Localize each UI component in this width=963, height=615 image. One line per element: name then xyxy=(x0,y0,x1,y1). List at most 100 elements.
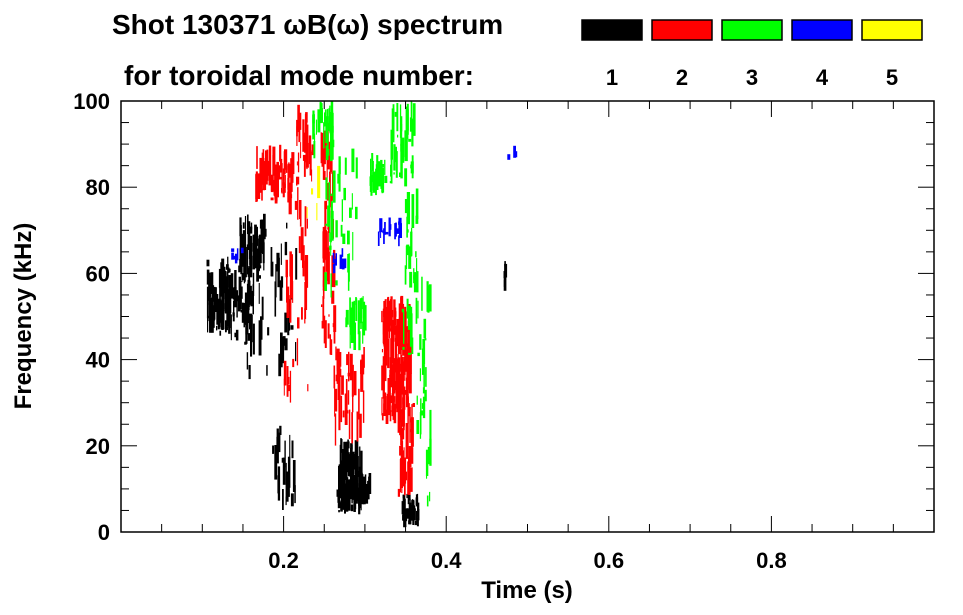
spectrum-mark xyxy=(224,289,228,312)
spectrum-mark xyxy=(394,111,398,117)
spectrum-mark xyxy=(415,215,419,224)
spectrum-mark xyxy=(223,266,226,293)
spectrum-mark xyxy=(267,160,270,176)
spectrum-mark xyxy=(338,395,341,431)
spectrum-mark xyxy=(270,174,274,191)
axes: 0.2 0.4 0.6 0.8 0 20 40 60 80 100 xyxy=(73,89,934,573)
spectrum-mark xyxy=(281,163,283,194)
mode-1-activity xyxy=(357,472,372,506)
x-tick-label: 0.6 xyxy=(594,548,625,573)
spectrum-mark xyxy=(401,356,404,386)
spectrum-mark xyxy=(382,173,385,193)
spectrum-mark xyxy=(259,265,262,269)
spectrum-mark xyxy=(409,494,411,501)
spectrum-mark xyxy=(297,152,300,173)
spectrum-mark xyxy=(352,390,354,413)
spectrum-mark xyxy=(283,360,287,386)
spectrum-mark xyxy=(277,257,280,288)
spectrum-mark xyxy=(304,260,307,281)
spectrum-mark xyxy=(328,182,331,216)
spectrum-mark xyxy=(332,323,335,328)
spectrum-mark xyxy=(341,248,344,257)
spectrum-mark xyxy=(343,450,346,476)
spectrum-mark xyxy=(349,297,351,328)
spectrum-mark xyxy=(382,356,386,370)
spectrum-mark xyxy=(326,189,330,201)
spectrum-mark xyxy=(389,224,392,230)
spectrum-mark xyxy=(343,187,346,201)
spectrum-mark xyxy=(228,267,230,273)
spectrum-mark xyxy=(361,354,365,375)
spectrum-mark xyxy=(250,222,253,230)
spectrum-mark xyxy=(405,423,409,459)
spectrum-mark xyxy=(402,494,406,502)
spectrum-mark xyxy=(401,408,403,428)
spectrum-mark xyxy=(354,440,357,455)
spectrum-mark xyxy=(513,145,516,158)
spectrum-mark xyxy=(350,444,353,450)
spectrum-mark xyxy=(361,478,364,489)
spectrum-mark xyxy=(289,370,292,403)
spectrum-mark xyxy=(297,187,299,220)
spectrum-mark xyxy=(404,168,408,187)
spectrum-mark xyxy=(235,329,239,341)
spectrum-mark xyxy=(341,439,343,469)
spectrum-mark xyxy=(349,313,351,349)
spectrum-mark xyxy=(387,338,390,369)
spectrum-mark xyxy=(380,168,383,189)
spectrum-mark xyxy=(330,193,333,197)
spectrum-mark xyxy=(239,296,242,310)
spectrum-mark xyxy=(256,258,259,282)
spectrum-mark xyxy=(286,471,289,502)
spectrum-mark xyxy=(317,165,321,199)
spectrum-mark xyxy=(330,339,333,355)
spectrum-mark xyxy=(232,255,237,260)
spectrum-mark xyxy=(265,150,268,185)
spectrum-mark xyxy=(384,316,386,319)
spectrum-mark xyxy=(425,367,427,387)
spectrum-mark xyxy=(322,147,325,180)
spectrum-mark xyxy=(381,188,383,193)
spectrum-mark xyxy=(287,384,291,392)
spectrum-mark xyxy=(407,364,409,395)
spectrum-mark xyxy=(356,440,359,473)
spectrum-mark xyxy=(343,493,347,511)
spectrum-mark xyxy=(332,170,336,203)
spectrum-mark xyxy=(404,306,407,328)
spectrum-mark xyxy=(413,272,417,293)
spectrum-mark xyxy=(407,403,410,417)
spectrum-mark xyxy=(355,206,358,220)
spectrum-mark xyxy=(277,475,280,494)
spectrum-mark xyxy=(337,502,341,509)
spectrum-mark xyxy=(414,520,418,526)
spectrum-mark xyxy=(351,463,355,492)
spectrum-mark xyxy=(389,299,392,325)
spectrum-mark xyxy=(261,296,264,320)
spectrum-mark xyxy=(262,158,265,191)
spectrum-mark xyxy=(331,110,334,146)
spectrum-mark xyxy=(412,516,414,523)
spectrum-mark xyxy=(333,305,337,332)
spectrum-mark xyxy=(304,282,308,310)
spectrum-mark xyxy=(338,464,341,499)
spectrum-mark xyxy=(337,365,341,400)
spectrum-mark xyxy=(289,434,291,458)
spectrum-mark xyxy=(395,362,399,370)
spectrum-mark xyxy=(231,252,234,260)
spectrum-data xyxy=(206,101,518,528)
spectrum-mark xyxy=(415,497,419,506)
spectrum-mark xyxy=(345,441,348,464)
spectrum-mark xyxy=(296,161,298,166)
spectrum-mark xyxy=(244,292,248,315)
spectrum-mark xyxy=(349,353,353,381)
spectrum-mark xyxy=(422,396,426,419)
spectrum-mark xyxy=(344,157,347,175)
spectrum-mark xyxy=(299,112,302,130)
spectrum-mark xyxy=(391,372,395,402)
spectrum-mark xyxy=(216,300,219,325)
spectrum-mark xyxy=(304,132,307,153)
spectrum-mark xyxy=(360,359,364,392)
spectrum-mark xyxy=(347,390,350,405)
spectrum-mark xyxy=(227,256,229,288)
